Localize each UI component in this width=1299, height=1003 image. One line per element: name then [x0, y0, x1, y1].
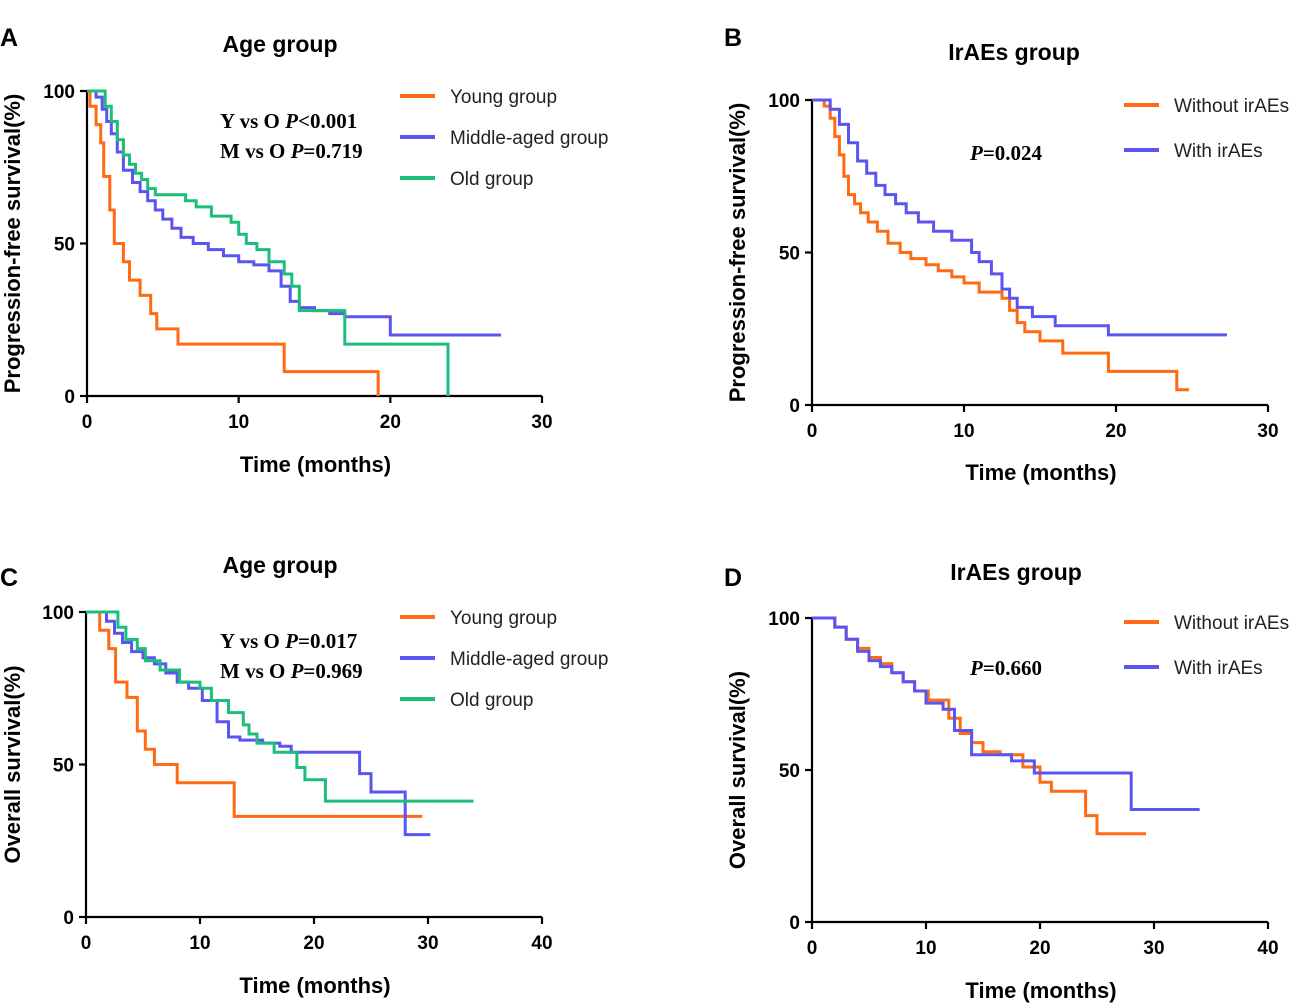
panel-letter: B: [724, 24, 742, 52]
p-value-annotation: P=0.660: [969, 656, 1042, 680]
p-value-annotation: Y vs O P=0.017: [220, 629, 357, 653]
legend-label: Old group: [450, 690, 533, 711]
y-tick-label: 50: [779, 761, 800, 782]
annotation-value: =0.024: [983, 141, 1043, 165]
y-axis-label: Progression-free survival(%): [0, 94, 25, 394]
x-tick-label: 30: [1257, 421, 1278, 442]
panel-D: D IrAEs group 0 50 100 0 10 20 30 40 Time (months)…: [724, 559, 1289, 1003]
series-line-old-group: [86, 610, 474, 803]
panel-A: A Age group 0 50 100 0 10 20 30 Time (months) Prog…: [0, 24, 608, 477]
y-axis-label: Overall survival(%): [725, 671, 750, 869]
annotation-prefix: M vs O: [220, 139, 291, 163]
x-tick-label: 40: [531, 933, 552, 954]
series-line-old-group: [87, 89, 450, 396]
series-line-young-group: [86, 610, 423, 818]
p-value-annotation: P=0.024: [969, 141, 1043, 165]
panel-letter: D: [724, 564, 742, 592]
x-tick-label: 10: [228, 412, 249, 433]
x-tick-label: 0: [82, 412, 93, 433]
y-tick-label: 50: [54, 235, 75, 256]
legend-label: Middle-aged group: [450, 649, 608, 670]
x-axis-label: Time (months): [239, 973, 390, 998]
annotation-p: P: [290, 139, 304, 163]
y-axis-label: Progression-free survival(%): [725, 103, 750, 403]
y-tick-label: 0: [789, 396, 800, 417]
x-tick-label: 10: [189, 933, 210, 954]
x-tick-label: 20: [1029, 938, 1050, 959]
x-tick-label: 30: [531, 412, 552, 433]
annotation-prefix: Y vs O: [220, 629, 285, 653]
x-axis-label: Time (months): [965, 460, 1116, 485]
annotation-prefix: Y vs O: [220, 109, 285, 133]
legend-label: Young group: [450, 87, 557, 108]
x-tick-label: 20: [380, 412, 401, 433]
p-value-annotation: Y vs O P<0.001: [220, 109, 357, 133]
series-line-without-iraes: [812, 98, 1189, 392]
chart-title: IrAEs group: [950, 559, 1082, 585]
legend-label: Without irAEs: [1174, 96, 1289, 117]
chart-title: Age group: [223, 31, 338, 57]
series-line-without-iraes: [812, 616, 1146, 836]
y-tick-label: 100: [768, 91, 800, 112]
p-value-annotation: M vs O P=0.969: [220, 659, 363, 683]
y-tick-label: 100: [43, 82, 75, 103]
annotation-p: P: [284, 109, 298, 133]
legend-label: Without irAEs: [1174, 613, 1289, 634]
x-tick-label: 0: [81, 933, 92, 954]
panel-letter: A: [0, 24, 18, 52]
y-tick-label: 0: [63, 908, 74, 929]
series-line-middle-aged-group: [86, 610, 431, 837]
annotation-p: P: [290, 659, 304, 683]
panel-letter: C: [0, 564, 18, 592]
annotation-p: P: [284, 629, 298, 653]
annotation-value: <0.001: [298, 109, 357, 133]
chart-title: IrAEs group: [948, 39, 1080, 65]
legend-label: Young group: [450, 608, 557, 629]
annotation-value: =0.719: [303, 139, 362, 163]
y-tick-label: 0: [789, 913, 800, 934]
series-line-young-group: [87, 89, 380, 396]
annotation-p: P: [969, 656, 983, 680]
y-tick-label: 50: [53, 756, 74, 777]
x-tick-label: 0: [807, 421, 818, 442]
annotation-prefix: M vs O: [220, 659, 291, 683]
y-tick-label: 100: [768, 609, 800, 630]
legend-label: With irAEs: [1174, 141, 1263, 162]
y-tick-label: 100: [42, 603, 74, 624]
x-tick-label: 30: [1143, 938, 1164, 959]
y-tick-label: 50: [779, 244, 800, 265]
x-tick-label: 30: [417, 933, 438, 954]
x-tick-label: 20: [303, 933, 324, 954]
legend-label: With irAEs: [1174, 658, 1263, 679]
legend-label: Middle-aged group: [450, 128, 608, 149]
annotation-value: =0.969: [303, 659, 362, 683]
y-tick-label: 0: [64, 387, 75, 408]
x-axis-label: Time (months): [240, 452, 391, 477]
annotation-value: =0.017: [298, 629, 357, 653]
series-line-with-iraes: [812, 616, 1200, 811]
chart-title: Age group: [223, 552, 338, 578]
legend-label: Old group: [450, 169, 533, 190]
x-tick-label: 10: [953, 421, 974, 442]
series-line-with-iraes: [812, 98, 1227, 337]
panel-C: C Age group 0 50 100 0 10 20 30 40 Time (months) Ov…: [0, 552, 608, 998]
y-axis-label: Overall survival(%): [0, 665, 25, 863]
x-tick-label: 0: [807, 938, 818, 959]
x-tick-label: 40: [1257, 938, 1278, 959]
p-value-annotation: M vs O P=0.719: [220, 139, 363, 163]
x-axis-label: Time (months): [965, 978, 1116, 1003]
x-tick-label: 10: [915, 938, 936, 959]
annotation-value: =0.660: [983, 656, 1042, 680]
panel-B: B IrAEs group 0 50 100 0 10 20 30 Time (months) Pr…: [724, 24, 1289, 485]
annotation-p: P: [969, 141, 983, 165]
x-tick-label: 20: [1105, 421, 1126, 442]
